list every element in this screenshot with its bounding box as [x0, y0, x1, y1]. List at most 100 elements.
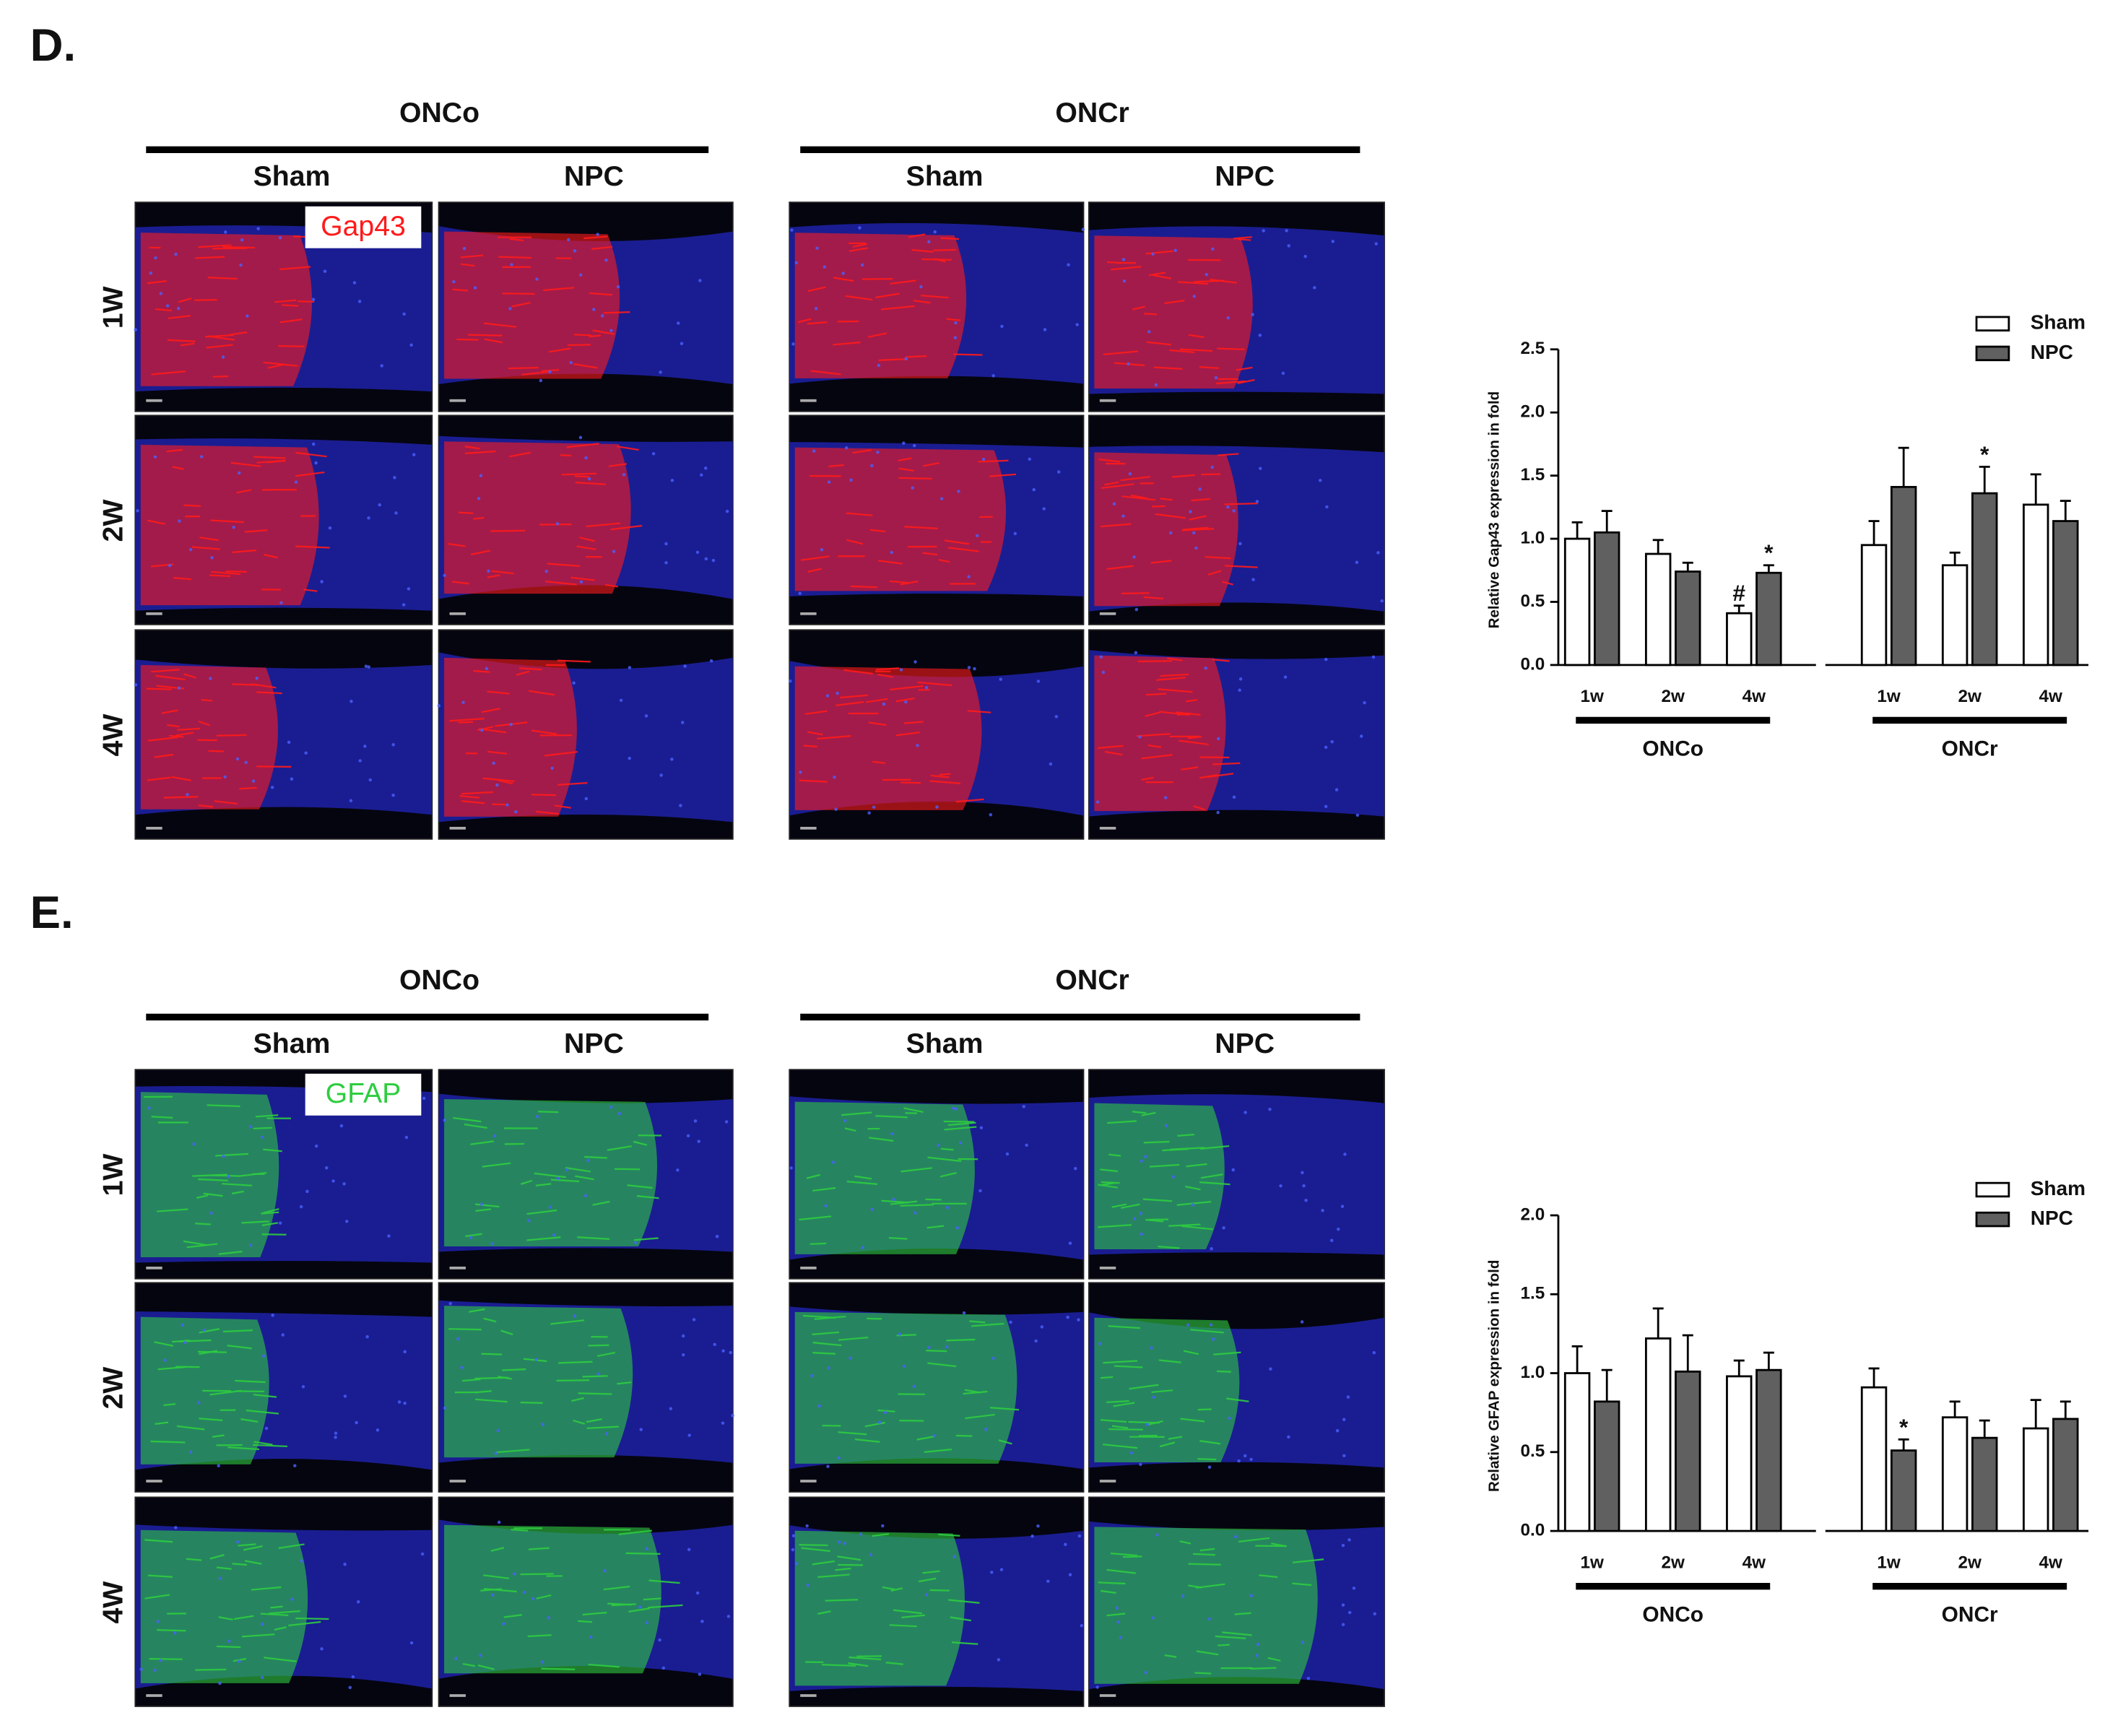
group-label: ONCr — [1942, 1603, 1998, 1627]
fiber — [195, 256, 225, 259]
fiber — [625, 1552, 661, 1555]
panel-label: D. — [30, 20, 77, 71]
nucleus — [153, 455, 157, 459]
nucleus — [290, 1597, 294, 1601]
nucleus — [573, 249, 577, 253]
micrograph — [789, 201, 1085, 412]
fiber — [464, 446, 480, 450]
nucleus — [876, 451, 880, 454]
nucleus — [731, 1414, 734, 1418]
nucleus — [239, 263, 243, 267]
bar — [1563, 537, 1591, 667]
nucleus — [552, 1233, 556, 1237]
nucleus — [680, 721, 685, 724]
fiber — [1193, 805, 1206, 811]
fiber — [1226, 1397, 1249, 1402]
nucleus — [859, 1532, 863, 1536]
nucleus — [1000, 324, 1004, 329]
fiber — [464, 1123, 487, 1129]
fiber — [1196, 1650, 1219, 1656]
nucleus — [945, 1206, 950, 1210]
bar — [1755, 1368, 1782, 1532]
nucleus — [713, 1342, 716, 1347]
nucleus — [539, 378, 543, 383]
nucleus — [1081, 227, 1085, 232]
fiber — [180, 342, 195, 347]
fiber — [475, 1208, 492, 1212]
fiber — [1237, 238, 1251, 241]
significance-mark: # — [1732, 580, 1745, 606]
fiber — [947, 547, 979, 552]
fiber — [554, 804, 571, 809]
nucleus — [670, 758, 674, 761]
fiber — [210, 519, 245, 524]
nucleus — [334, 1436, 337, 1439]
nucleus — [1173, 248, 1178, 253]
fiber — [1179, 739, 1209, 746]
nucleus — [1122, 279, 1127, 283]
nucleus — [1331, 240, 1335, 243]
nucleus — [904, 700, 908, 704]
nucleus — [1139, 1212, 1143, 1215]
fiber — [482, 1162, 511, 1168]
fiber — [1189, 515, 1207, 521]
fiber — [633, 1140, 648, 1146]
fiber — [566, 443, 599, 448]
fiber — [1292, 1558, 1324, 1563]
nucleus — [448, 1302, 452, 1306]
micrograph — [789, 629, 1085, 840]
fiber — [1216, 1370, 1231, 1373]
nucleus — [687, 1548, 691, 1552]
fiber — [452, 288, 468, 292]
fiber — [799, 779, 828, 783]
fiber — [1101, 1589, 1116, 1594]
nucleus — [1101, 670, 1106, 674]
nucleus — [692, 1318, 696, 1321]
nucleus — [1134, 651, 1138, 655]
nucleus — [578, 435, 583, 440]
fiber — [538, 1111, 559, 1114]
fiber — [833, 277, 854, 282]
fiber — [1184, 1185, 1201, 1191]
nucleus — [1231, 1168, 1235, 1172]
nucleus — [218, 1681, 222, 1685]
fiber — [1121, 592, 1150, 594]
fiber — [1111, 1203, 1127, 1208]
fiber — [491, 570, 514, 575]
nucleus — [531, 1597, 535, 1601]
nucleus — [1243, 1454, 1247, 1458]
nucleus — [638, 1605, 642, 1609]
fiber — [487, 750, 508, 755]
nucleus — [535, 1114, 539, 1119]
fiber — [209, 1554, 225, 1560]
y-tick-label: 0.0 — [1521, 1520, 1545, 1540]
nucleus — [402, 312, 406, 316]
nucleus — [1150, 1346, 1153, 1350]
fiber — [836, 700, 864, 706]
fiber — [1236, 366, 1253, 371]
condition-header: NPC — [1215, 1028, 1275, 1059]
nucleus — [134, 328, 137, 331]
fiber — [963, 1390, 988, 1395]
fiber — [1168, 1436, 1183, 1440]
stain-region — [444, 1099, 657, 1247]
fiber — [1098, 459, 1121, 463]
nucleus — [981, 457, 986, 461]
fiber — [1187, 735, 1202, 739]
fiber — [1267, 1657, 1281, 1662]
fiber — [157, 1208, 188, 1212]
fiber — [267, 363, 285, 369]
fiber — [536, 810, 560, 815]
fiber — [461, 800, 485, 804]
fiber — [1197, 1408, 1212, 1411]
fiber — [253, 1394, 277, 1398]
fiber — [614, 1168, 641, 1171]
fiber — [1158, 1245, 1180, 1249]
nucleus — [1205, 272, 1208, 277]
fiber — [852, 243, 867, 248]
fiber — [812, 1560, 835, 1566]
fiber — [916, 1435, 935, 1441]
stain-region — [1094, 235, 1253, 389]
fiber — [1101, 483, 1134, 490]
nucleus — [1283, 675, 1288, 679]
